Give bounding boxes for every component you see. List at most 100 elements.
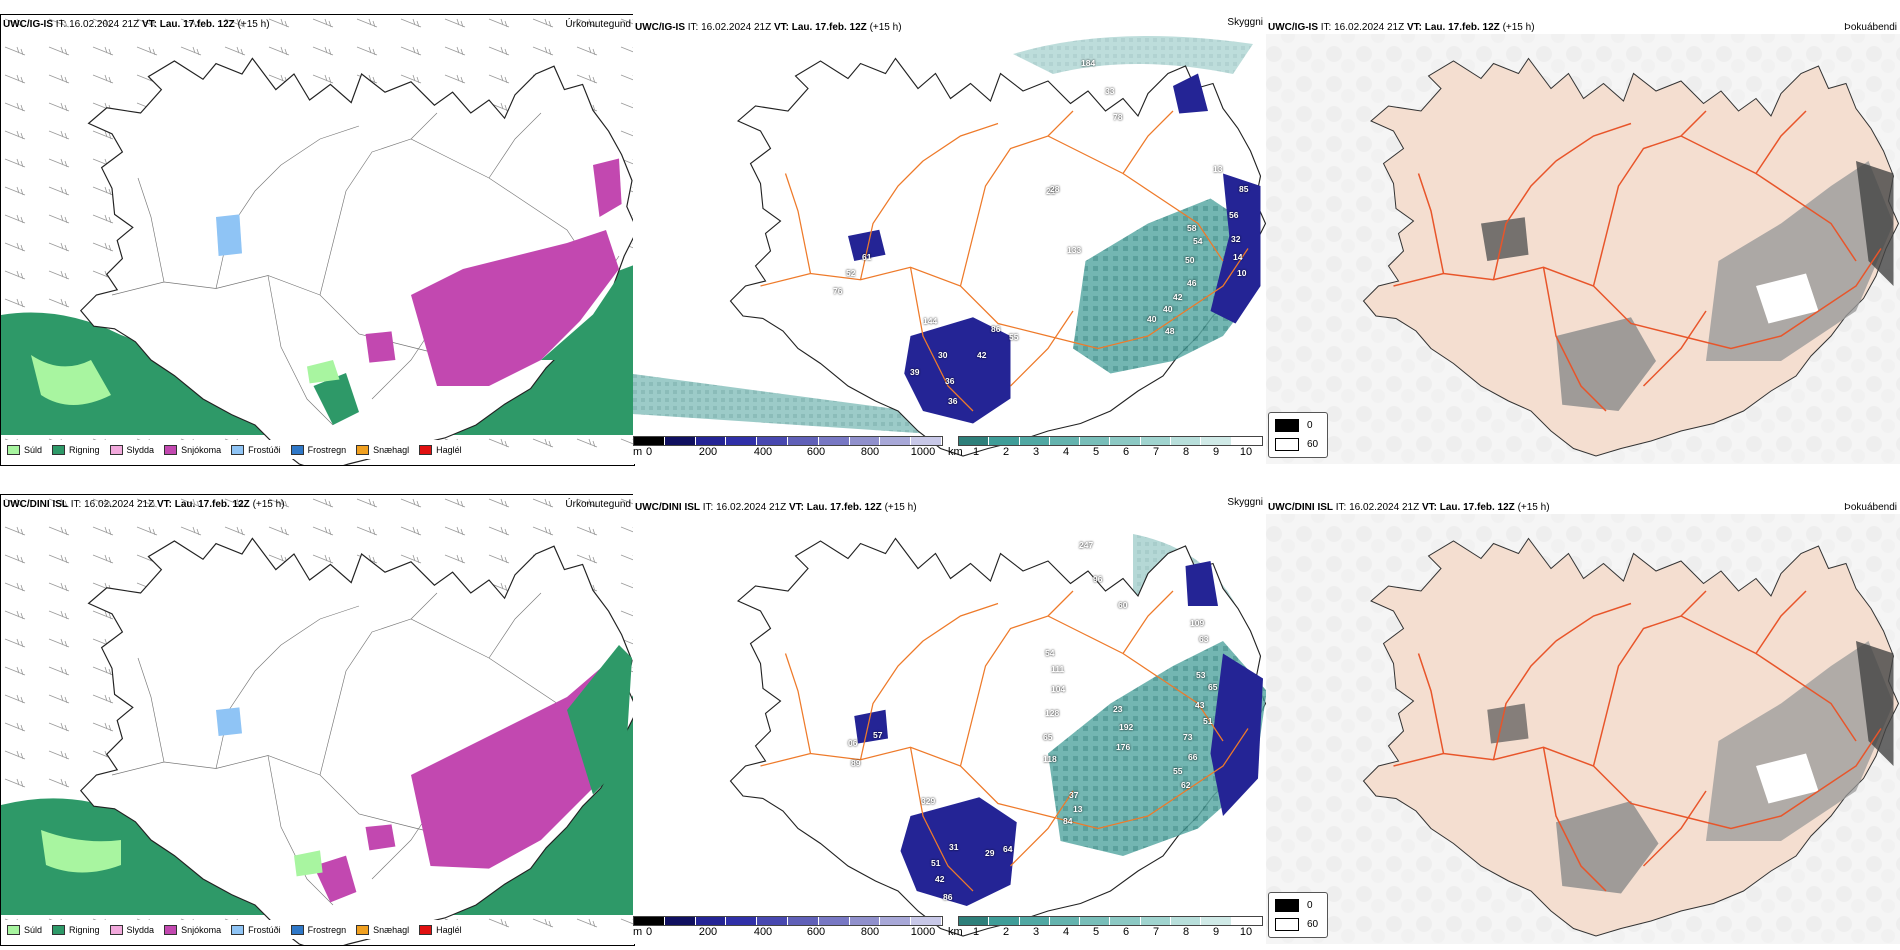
legend-item: Súld <box>7 444 42 455</box>
panel-title: Þokuábendi <box>1844 502 1897 513</box>
colorbar-ticks: km 1 2 3 4 5 6 7 8 9 10 <box>948 446 1263 458</box>
ceiling-value-label: 57 <box>873 730 883 740</box>
it-value: 16.02.2024 21Z <box>1349 502 1420 513</box>
tick-label: 6 <box>1122 446 1130 458</box>
tick-label: 8 <box>1182 446 1190 458</box>
tick-label: 5 <box>1092 446 1100 458</box>
legend-swatch <box>109 924 123 935</box>
legend-label: Frostregn <box>307 444 347 455</box>
legend-item: Frostúði <box>231 924 281 935</box>
precip-legend: Súld Rigning Slydda Snjókoma Frostúði Fr… <box>3 440 466 459</box>
precip-type-map-bottom: UWC/DINI ISL IT: 16.02.2024 21Z VT: Lau.… <box>0 494 635 946</box>
legend-item: Snjókoma <box>164 444 221 455</box>
panel-header: UWC/IG-IS IT: 16.02.2024 21Z VT: Lau. 17… <box>635 22 902 33</box>
legend-item: Snæhagl <box>356 924 409 935</box>
tick-label: 5 <box>1092 926 1100 938</box>
legend-swatch <box>1275 438 1299 451</box>
legend-label: Rigning <box>69 444 100 455</box>
ceiling-value-label: 51 <box>1203 716 1213 726</box>
ceiling-value-label: 31 <box>949 842 959 852</box>
tick-label: 200 <box>698 926 718 938</box>
legend-swatch <box>164 444 178 455</box>
legend-label: Frostúði <box>248 444 281 455</box>
tick-label: 0 <box>645 446 653 458</box>
panel-header: UWC/IG-IS IT: 16.02.2024 21Z VT: Lau. 17… <box>1268 22 1535 33</box>
legend-swatch <box>1275 419 1299 432</box>
legend-swatch <box>419 444 433 455</box>
panel-title: Þokuábendi <box>1844 22 1897 33</box>
it-label: IT: <box>687 22 699 33</box>
ceiling-value-label: 61 <box>862 252 872 262</box>
lead-time: (+15 h) <box>237 19 270 30</box>
ceiling-value-label: 29 <box>985 848 995 858</box>
ceiling-value-label: 65 <box>1208 682 1218 692</box>
colorbar-unit: m <box>633 446 643 458</box>
tick-label: 9 <box>1212 446 1220 458</box>
legend-label: Frostúði <box>248 924 281 935</box>
legend-swatch <box>7 444 20 455</box>
lead-time: (+15 h) <box>252 499 285 510</box>
tick-label: 10 <box>1239 926 1253 938</box>
ceiling-value-label: 66 <box>1188 752 1198 762</box>
legend-label: Slydda <box>126 444 155 455</box>
ceiling-value-label: 43 <box>1195 700 1205 710</box>
precip-legend: Súld Rigning Slydda Snjókoma Frostúði Fr… <box>3 920 466 939</box>
ceiling-value-label: 28 <box>1050 184 1060 194</box>
tick-label: 7 <box>1152 926 1160 938</box>
ceiling-value-label: 48 <box>1165 326 1175 336</box>
ceiling-value-label: 21 <box>1046 186 1056 196</box>
tick-label: 3 <box>1032 446 1040 458</box>
legend-swatch <box>356 444 370 455</box>
legend-item: Snjókoma <box>164 924 221 935</box>
legend-label: Haglél <box>436 444 462 455</box>
model-name: UWC/IG-IS <box>1268 22 1318 33</box>
ceiling-value-label: 13 <box>1073 804 1083 814</box>
legend-item: Rigning <box>52 444 100 455</box>
ceiling-value-label: 128 <box>1045 708 1060 718</box>
model-name: UWC/IG-IS <box>3 19 53 30</box>
colorbar-ticks: m 0 200 400 600 800 1000 <box>633 446 943 458</box>
tick-label: 1000 <box>910 926 936 938</box>
ceiling-value-label: 96 <box>1093 574 1103 584</box>
legend-swatch <box>356 924 370 935</box>
ceiling-value-label: 53 <box>1196 670 1206 680</box>
ceiling-value-label: 50 <box>1185 255 1195 265</box>
colorbar-unit: km <box>948 926 963 938</box>
ceiling-value-label: 58 <box>1187 223 1197 233</box>
tick-label: 7 <box>1152 446 1160 458</box>
tick-label: 4 <box>1062 926 1070 938</box>
ceiling-value-label: 76 <box>833 286 843 296</box>
tick-label: 800 <box>860 926 880 938</box>
ceiling-value-label: 54 <box>1045 648 1055 658</box>
ceiling-value-label: 10 <box>1237 268 1247 278</box>
panel-title: Úrkomutegund <box>565 19 631 30</box>
fog-legend: 0 60 <box>1268 892 1328 938</box>
tick-label: 4 <box>1062 446 1070 458</box>
legend-swatch <box>1275 918 1299 931</box>
it-label: IT: <box>702 502 714 513</box>
visibility-colorbar: km 1 2 3 4 5 6 7 8 9 10 <box>948 916 1263 938</box>
it-value: 16.02.2024 21Z <box>716 502 787 513</box>
ceiling-value-label: 42 <box>1173 292 1183 302</box>
legend-label: Frostregn <box>307 924 347 935</box>
model-name: UWC/DINI ISL <box>3 499 68 510</box>
precip-type-map-top: UWC/IG-IS IT: 16.02.2024 21Z VT: Lau. 17… <box>0 14 635 466</box>
tick-label: 1000 <box>910 446 936 458</box>
panel-title: Skyggni <box>1227 497 1263 508</box>
legend-item: Haglél <box>419 924 462 935</box>
legend-item: Slydda <box>109 924 154 935</box>
it-label: IT: <box>55 19 67 30</box>
vt-value: Lau. 17.feb. 12Z <box>174 499 250 510</box>
ceiling-value-label: 111 <box>1051 664 1065 674</box>
ceiling-value-label: 86 <box>991 324 1001 334</box>
ceiling-value-label: 40 <box>1163 304 1173 314</box>
legend-swatch <box>1275 899 1299 912</box>
ceiling-value-label: 144 <box>923 316 938 326</box>
model-name: UWC/DINI ISL <box>1268 502 1333 513</box>
it-label: IT: <box>70 499 82 510</box>
model-name: UWC/DINI ISL <box>635 502 700 513</box>
ceiling-value-label: 42 <box>935 874 945 884</box>
ceiling-value-label: 56 <box>1229 210 1239 220</box>
ceiling-value-label: 60 <box>1118 600 1128 610</box>
it-label: IT: <box>1335 502 1347 513</box>
